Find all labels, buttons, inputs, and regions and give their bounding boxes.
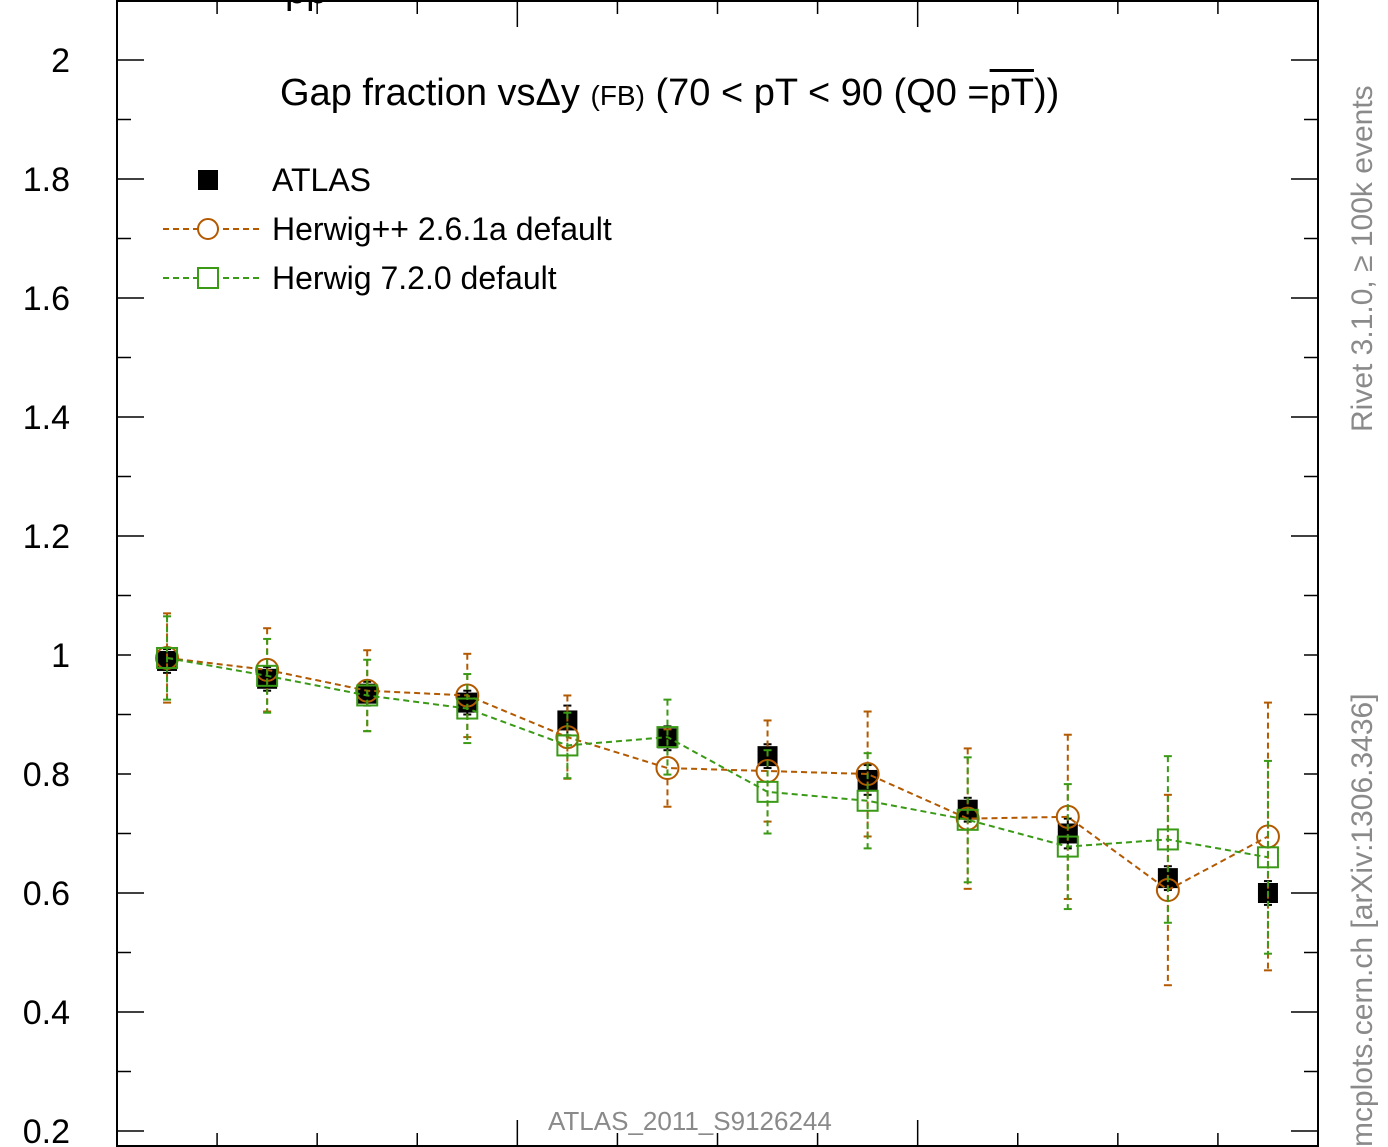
title-main: Gap fraction vsΔy — [280, 72, 580, 114]
data-point — [657, 728, 678, 749]
plot-axes: 0.2 0.4 0.6 0.8 1 1.2 1.4 1.6 1.8 2 — [23, 0, 1319, 1147]
cropped-top-text: pp — [285, 0, 327, 13]
legend-marker — [197, 218, 219, 240]
data-point — [1056, 835, 1079, 858]
data-point — [1256, 846, 1279, 869]
title-rest1: (70 < pT < 90 (Q0 = — [655, 72, 990, 114]
rivet-version-label: Rivet 3.1.0, ≥ 100k events — [1346, 85, 1379, 432]
data-point — [956, 808, 979, 831]
data-point — [857, 769, 878, 790]
legend-label: Herwig 7.2.0 default — [272, 260, 557, 296]
y-tick-label: 1 — [51, 637, 70, 675]
legend-entry: Herwig 7.2.0 default — [163, 260, 557, 296]
data-point — [156, 646, 179, 669]
data-point — [655, 756, 680, 781]
y-tick-label: 0.6 — [23, 875, 70, 913]
legend-label: ATLAS — [272, 162, 371, 198]
data-point — [256, 664, 279, 687]
data-point — [1156, 828, 1179, 851]
data-point — [356, 684, 379, 707]
title-small: (FB) — [590, 80, 645, 111]
data-point — [856, 789, 879, 812]
title-rest2: )) — [1033, 72, 1060, 114]
legend: ATLAS Herwig++ 2.6.1a default Herwig 7.2.0… — [163, 162, 612, 296]
title-bar: pT — [989, 72, 1034, 114]
legend-label: Herwig++ 2.6.1a default — [272, 211, 612, 247]
legend-marker — [198, 170, 218, 190]
y-tick-label: 0.2 — [23, 1113, 70, 1147]
data-point — [556, 734, 579, 757]
legend-entry: ATLAS — [198, 162, 371, 198]
mcplots-label: mcplots.cern.ch [arXiv:1306.3436] — [1346, 693, 1379, 1147]
series-herwig-2-6-1a-default — [155, 612, 1280, 987]
legend-entry: Herwig++ 2.6.1a default — [163, 211, 612, 247]
y-tick-label: 0.8 — [23, 756, 70, 794]
y-tick-label: 0.4 — [23, 994, 70, 1032]
series-line — [166, 656, 1269, 892]
series-layer — [155, 612, 1280, 987]
y-tick-label: 1.6 — [23, 280, 70, 318]
data-point — [456, 697, 479, 720]
chart-title: Gap fraction vsΔy (FB) (70 < pT < 90 (Q0… — [280, 72, 1059, 115]
y-tick-label: 2 — [51, 42, 70, 80]
y-tick-label: 1.2 — [23, 518, 70, 556]
y-tick-label: 1.8 — [23, 161, 70, 199]
legend-marker — [197, 267, 219, 289]
data-point — [656, 726, 679, 749]
y-tick-label: 1.4 — [23, 399, 70, 437]
data-point — [756, 780, 779, 803]
analysis-id: ATLAS_2011_S9126244 — [548, 1106, 832, 1136]
series-herwig-7-2-0-default — [156, 615, 1279, 955]
data-point — [1057, 823, 1078, 844]
series-line — [166, 656, 1269, 859]
